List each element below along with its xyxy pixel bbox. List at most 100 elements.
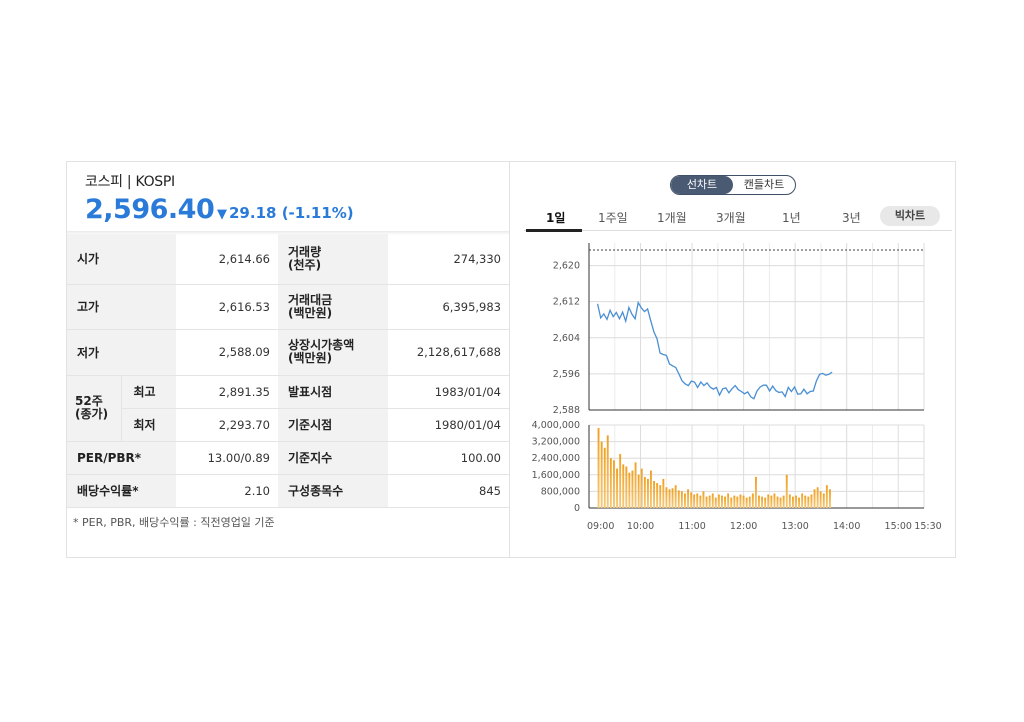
footnote: * PER, PBR, 배당수익률 : 직전영업일 기준 [73,516,275,529]
index-price: 2,596.40 [85,194,215,225]
value-announce: 1983/01/04 [388,375,509,409]
volume-bar [699,495,702,508]
volume-bar [677,490,680,508]
label-amount: 거래대금 (백만원) [278,284,388,330]
tab-1year[interactable]: 1년 [782,211,801,225]
volume-bar [813,489,816,508]
big-chart-button[interactable]: 빅차트 [880,206,940,226]
volume-bar [714,497,717,508]
volume-bar [671,488,674,508]
tab-1month[interactable]: 1개월 [657,211,687,225]
table-row: 고가 2,616.53 거래대금 (백만원) 6,395,983 [67,284,509,330]
volume-bar [733,495,736,508]
volume-bar [798,497,800,508]
volume-bar [711,493,714,508]
volume-bar [721,495,723,508]
tab-3month[interactable]: 3개월 [716,211,746,225]
volume-bar [816,487,819,509]
volume-label: 거래량 (천주) [288,244,322,272]
chart-grid [588,243,925,509]
volume-bar [755,476,757,508]
volume-bars [597,428,831,509]
x-tick-label: 14:00 [833,521,860,532]
volume-bar [690,492,693,508]
tab-3year[interactable]: 3년 [842,211,861,225]
chart-type-toggle[interactable]: 선차트 캔들차트 [670,175,796,195]
label-per: PER/PBR* [67,441,176,475]
label-open: 시가 [67,234,176,285]
volume-bar [785,474,788,508]
value-amount: 6,395,983 [388,284,509,330]
volume-bar [792,496,794,508]
volume-bar [680,491,683,508]
line-chart-button[interactable]: 선차트 [671,176,733,194]
volume-bar [804,495,807,508]
label-announce: 발표시점 [278,375,388,409]
volume-bar [782,495,785,508]
volume-bar [764,497,767,508]
value-constituents: 845 [388,474,509,508]
price-change: ▼ 29.18 (-1.11%) [217,204,354,222]
volume-bar [631,470,634,508]
volume-bar [801,493,804,508]
week52-label: 52주 (종가) [75,394,109,421]
volume-bar [810,494,813,508]
tab-1week[interactable]: 1주일 [598,211,628,225]
table-row: 52주 (종가) 최고 2,891.35 발표시점 1983/01/04 [67,375,509,442]
volume-bar [696,493,699,508]
volume-bar [597,428,600,508]
x-tick-label: 09:00 [587,521,614,532]
volume-bar [653,481,655,508]
volume-bar [822,493,825,508]
volume-bar [717,494,720,508]
table-row: 최저 2,293.70 기준시점 1980/01/04 [67,408,509,442]
volume-bar [600,441,603,508]
volume-bar [643,476,646,508]
table-row: 배당수익률* 2.10 구성종목수 845 [67,474,509,508]
down-arrow-icon: ▼ [217,207,227,222]
volume-bar [687,489,689,508]
volume-bar [662,478,665,508]
volume-tick-label: 2,400,000 [532,453,580,464]
volume-bar [819,491,822,508]
volume-bar [674,485,677,508]
volume-bar [825,485,828,508]
tab-1day[interactable]: 1일 [546,211,566,225]
x-tick-label: 10:00 [627,521,654,532]
volume-bar [724,496,726,508]
volume-bar [767,494,770,508]
volume-bar [758,495,760,508]
volume-bar [647,478,649,508]
y-tick-label: 2,596 [553,369,580,380]
volume-bar [770,495,773,508]
volume-bar [603,447,606,508]
volume-bar [748,496,751,508]
index-info-table: 시가 2,614.66 거래량 (천주) 274,330 고가 2,616.53… [67,234,509,508]
volume-bar [730,497,733,508]
volume-bar [776,496,779,508]
x-tick-label: 13:00 [781,521,808,532]
volume-bar [708,495,711,508]
change-percent: (-1.11%) [281,204,354,222]
y-tick-label: 2,604 [553,333,580,344]
period-underline [524,230,952,231]
value-52week-high: 2,891.35 [176,375,278,409]
volume-bar [795,495,797,508]
value-volume: 274,330 [388,234,509,285]
volume-bar [619,454,622,508]
volume-bar [829,489,831,508]
volume-tick-label: 3,200,000 [532,437,580,448]
volume-tick-label: 1,600,000 [532,470,580,481]
volume-tick-label: 800,000 [541,486,580,497]
candle-chart-button[interactable]: 캔들차트 [743,178,785,191]
volume-bar [779,497,782,508]
value-dividend: 2.10 [176,474,278,508]
volume-bar [625,466,628,508]
value-high: 2,616.53 [176,284,278,330]
y-tick-label: 2,620 [553,261,580,272]
kospi-widget: 코스피 | KOSPI 2,596.40 ▼ 29.18 (-1.11%) 시가 … [66,161,956,558]
volume-bar [665,487,668,509]
mcap-label: 상장시가총액 (백만원) [288,338,355,365]
value-base-date: 1980/01/04 [388,408,509,442]
